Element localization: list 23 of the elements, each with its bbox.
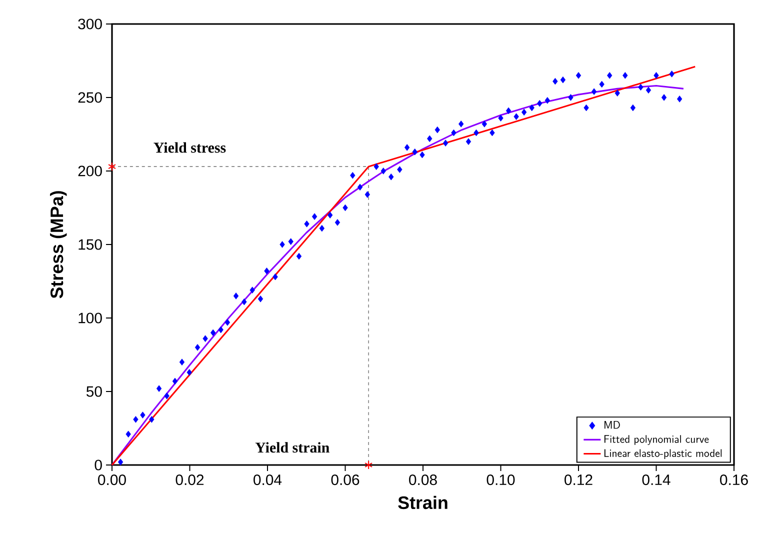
legend-label: Linear elasto-plastic model [604,449,722,459]
y-tick-label: 50 [86,386,102,397]
y-tick-label: 150 [78,239,102,250]
legend-label: MD [604,421,620,429]
y-tick-label: 0 [94,460,102,470]
y-tick-label: 300 [78,18,102,30]
x-tick-label: 0.14 [642,474,670,486]
x-tick-label: 0.00 [98,474,126,486]
y-tick-label: 100 [78,312,102,324]
annotation: Yield stress [154,142,226,153]
x-tick-label: 0.12 [564,474,592,486]
x-tick-label: 0.08 [409,474,437,486]
legend-label: Fitted polynomial curve [604,435,709,445]
annotation: Yield strain [255,442,330,453]
x-axis-title: Strain [398,496,448,510]
x-tick-label: 0.02 [176,474,204,486]
y-tick-label: 250 [78,92,102,103]
x-tick-label: 0.10 [486,474,515,486]
x-tick-label: 0.06 [331,474,360,486]
x-tick-label: 0.04 [254,474,282,486]
y-tick-label: 200 [78,166,102,176]
x-tick-label: 0.16 [720,474,748,486]
y-axis-title: Stress (MPa) [50,191,67,298]
